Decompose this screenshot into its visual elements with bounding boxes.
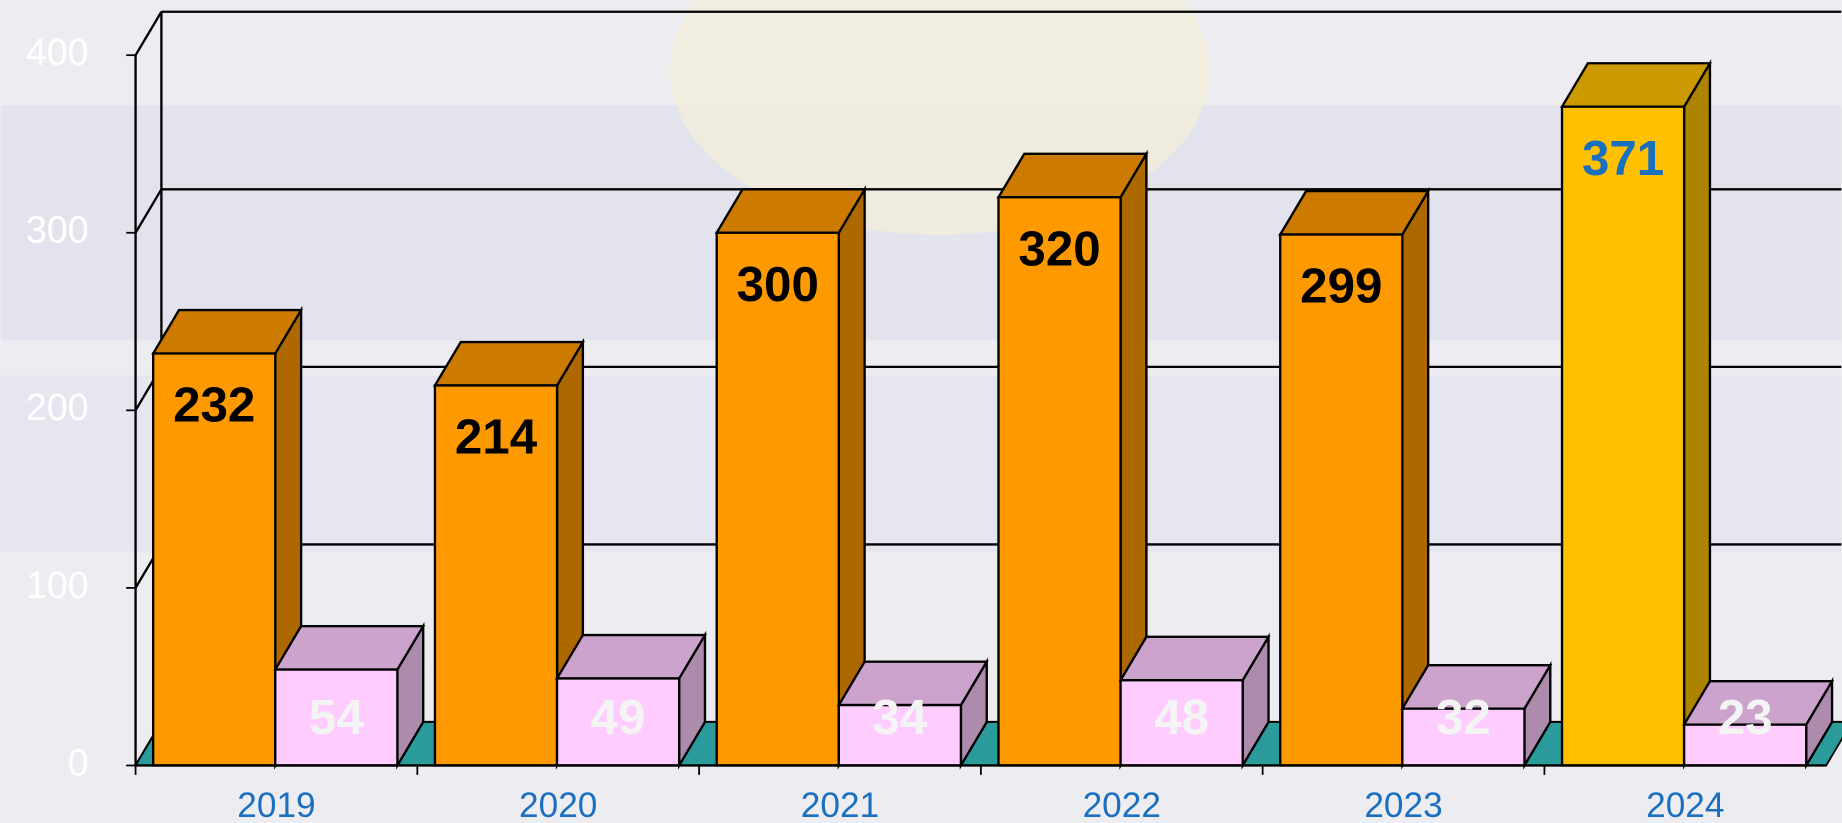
x-tick-label: 2024 [1646,786,1724,823]
bar [1280,235,1402,766]
bar-top [153,310,301,353]
bar-top [275,626,423,669]
data-label: 371 [1582,131,1664,186]
y-tick-label: 100 [26,564,89,606]
chart: 0 100 200 300 400 232 54 2019 214 49 2020 300 34 2021… [0,0,1842,823]
bar [717,233,839,766]
bar [1562,107,1684,766]
bar-top [1280,191,1428,234]
bar-top [435,342,583,385]
x-tick-label: 2019 [237,786,315,823]
y-tick-label: 300 [26,209,89,251]
data-label: 232 [173,378,255,433]
bar-top [557,635,705,678]
data-label: 48 [1154,690,1209,745]
data-label: 32 [1436,690,1491,745]
bar [998,197,1120,765]
data-label: 320 [1018,221,1100,276]
data-label: 34 [872,690,927,745]
x-tick-label: 2023 [1364,786,1442,823]
y-tick-label: 200 [26,386,89,428]
data-label: 214 [455,410,538,465]
data-label: 299 [1300,259,1382,314]
y-tick-label: 0 [68,741,89,783]
bar-side [1684,63,1710,765]
data-label: 23 [1718,690,1773,745]
data-label: 49 [591,690,646,745]
y-tick-label: 400 [26,31,89,73]
x-tick-label: 2020 [519,786,597,823]
bar-top [1562,63,1710,106]
data-label: 300 [737,257,819,312]
bar-top [998,154,1146,197]
data-label: 54 [309,690,364,745]
x-tick-label: 2021 [801,786,879,823]
x-tick-label: 2022 [1083,786,1161,823]
bar-top [717,189,865,232]
bar-top [1121,637,1269,680]
